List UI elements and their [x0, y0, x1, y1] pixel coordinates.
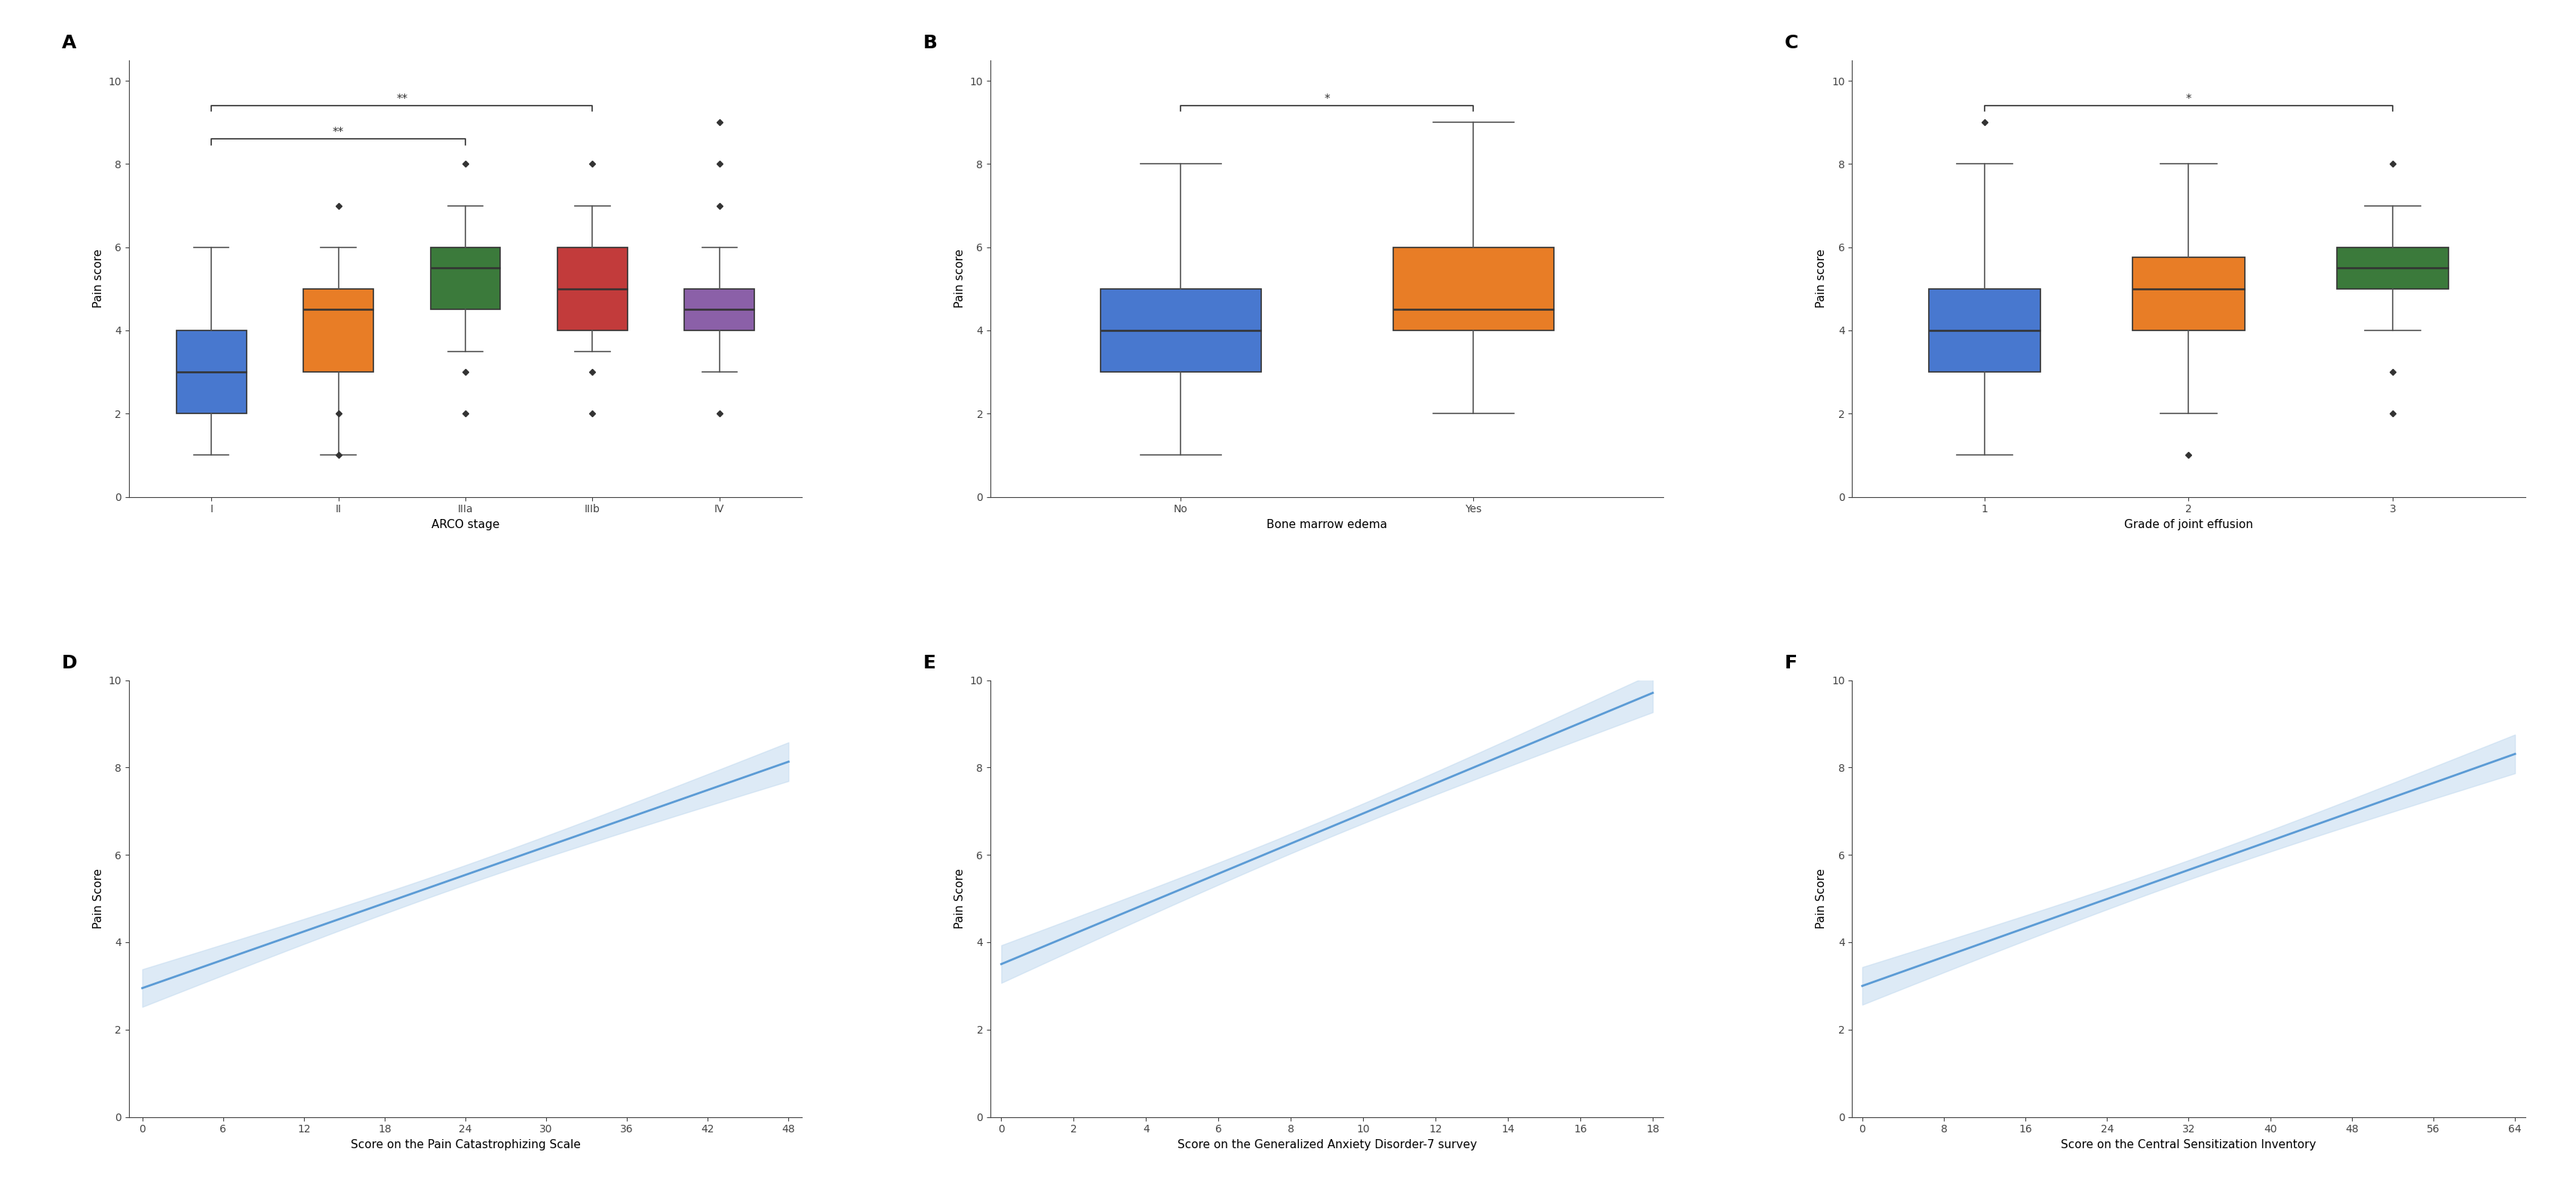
Y-axis label: Pain score: Pain score — [93, 249, 103, 307]
Text: E: E — [922, 655, 935, 673]
Text: *: * — [1324, 94, 1329, 104]
PathPatch shape — [556, 247, 626, 330]
Y-axis label: Pain score: Pain score — [1816, 249, 1826, 307]
Text: B: B — [922, 34, 938, 52]
X-axis label: Score on the Pain Catastrophizing Scale: Score on the Pain Catastrophizing Scale — [350, 1139, 580, 1151]
Text: *: * — [2184, 94, 2190, 104]
PathPatch shape — [1100, 288, 1260, 372]
X-axis label: Score on the Central Sensitization Inventory: Score on the Central Sensitization Inven… — [2061, 1139, 2316, 1151]
Text: D: D — [62, 655, 77, 673]
Text: A: A — [62, 34, 77, 52]
Y-axis label: Pain Score: Pain Score — [1816, 868, 1826, 928]
PathPatch shape — [2336, 247, 2447, 288]
X-axis label: Bone marrow edema: Bone marrow edema — [1267, 519, 1386, 530]
X-axis label: Grade of joint effusion: Grade of joint effusion — [2123, 519, 2251, 530]
Text: **: ** — [332, 126, 345, 138]
X-axis label: ARCO stage: ARCO stage — [430, 519, 500, 530]
PathPatch shape — [1394, 247, 1553, 330]
PathPatch shape — [430, 247, 500, 310]
Text: **: ** — [397, 94, 407, 104]
X-axis label: Score on the Generalized Anxiety Disorder-7 survey: Score on the Generalized Anxiety Disorde… — [1177, 1139, 1476, 1151]
PathPatch shape — [1927, 288, 2040, 372]
PathPatch shape — [304, 288, 374, 372]
Y-axis label: Pain Score: Pain Score — [93, 868, 103, 928]
Text: C: C — [1785, 34, 1798, 52]
PathPatch shape — [175, 330, 247, 413]
PathPatch shape — [2133, 258, 2244, 330]
Y-axis label: Pain score: Pain score — [953, 249, 966, 307]
Text: F: F — [1785, 655, 1798, 673]
PathPatch shape — [685, 288, 755, 330]
Y-axis label: Pain Score: Pain Score — [953, 868, 966, 928]
